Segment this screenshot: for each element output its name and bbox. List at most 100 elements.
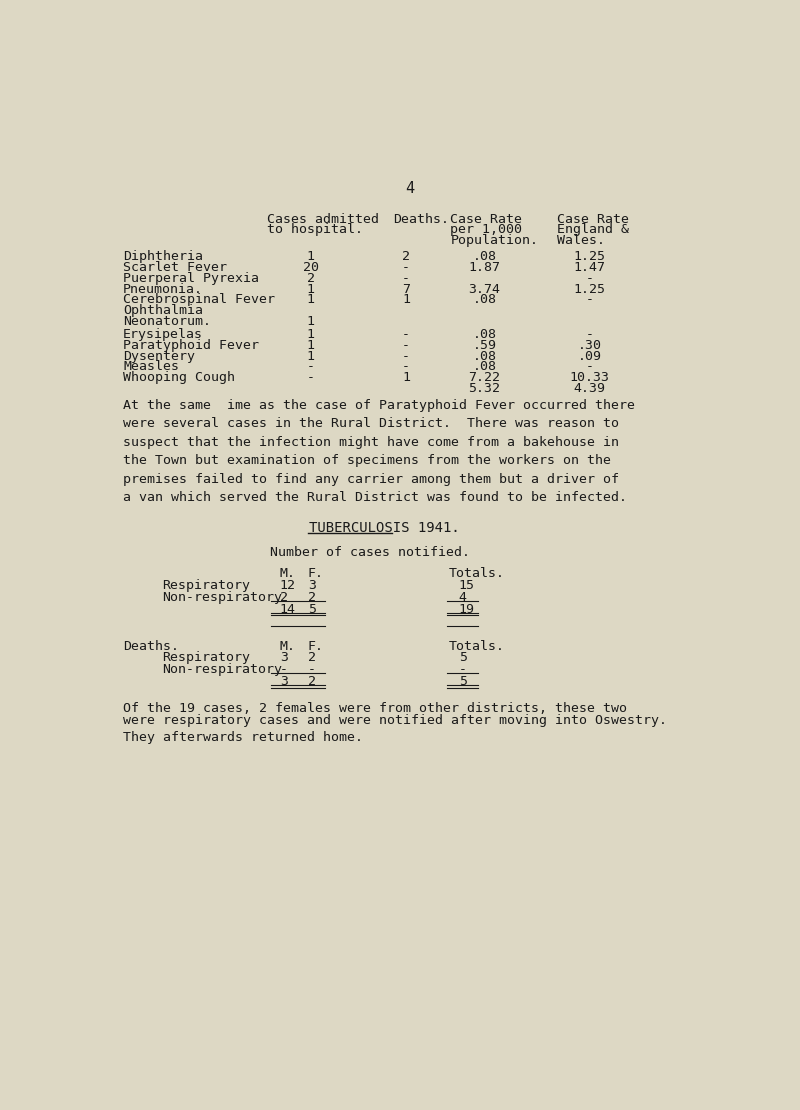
- Text: -: -: [307, 361, 315, 373]
- Text: Whooping Cough: Whooping Cough: [123, 371, 235, 384]
- Text: 1: 1: [307, 293, 315, 306]
- Text: -: -: [402, 350, 410, 363]
- Text: 1: 1: [307, 350, 315, 363]
- Text: 15: 15: [459, 579, 475, 592]
- Text: a van which served the Rural District was found to be infected.: a van which served the Rural District wa…: [123, 492, 627, 504]
- Text: -: -: [402, 261, 410, 274]
- Text: 3: 3: [280, 675, 288, 688]
- Text: 5: 5: [308, 603, 316, 616]
- Text: 1: 1: [402, 293, 410, 306]
- Text: 5.32: 5.32: [469, 382, 501, 395]
- Text: -: -: [586, 329, 594, 341]
- Text: 14: 14: [280, 603, 296, 616]
- Text: Diphtheria: Diphtheria: [123, 250, 203, 263]
- Text: 1.25: 1.25: [574, 250, 606, 263]
- Text: 1: 1: [307, 315, 315, 327]
- Text: 4.39: 4.39: [574, 382, 606, 395]
- Text: 2: 2: [307, 272, 315, 285]
- Text: 3: 3: [280, 652, 288, 665]
- Text: were several cases in the Rural District.  There was reason to: were several cases in the Rural District…: [123, 417, 619, 431]
- Text: -: -: [586, 293, 594, 306]
- Text: -: -: [308, 663, 316, 676]
- Text: 2: 2: [280, 591, 288, 604]
- Text: Population.: Population.: [450, 234, 538, 248]
- Text: Dysentery: Dysentery: [123, 350, 195, 363]
- Text: 1: 1: [307, 339, 315, 352]
- Text: 1: 1: [307, 283, 315, 295]
- Text: 12: 12: [280, 579, 296, 592]
- Text: 1.25: 1.25: [574, 283, 606, 295]
- Text: 2: 2: [308, 652, 316, 665]
- Text: Puerperal Pyrexia: Puerperal Pyrexia: [123, 272, 259, 285]
- Text: At the same  ime as the case of Paratyphoid Fever occurred there: At the same ime as the case of Paratypho…: [123, 398, 635, 412]
- Text: .59: .59: [472, 339, 496, 352]
- Text: -: -: [402, 339, 410, 352]
- Text: Wales.: Wales.: [558, 234, 606, 248]
- Text: -: -: [402, 329, 410, 341]
- Text: Non-respiratory: Non-respiratory: [162, 663, 282, 676]
- Text: Deaths.: Deaths.: [393, 212, 449, 225]
- Text: Respiratory: Respiratory: [162, 652, 250, 665]
- Text: 4: 4: [406, 181, 414, 196]
- Text: Number of cases notified.: Number of cases notified.: [270, 546, 470, 559]
- Text: -: -: [402, 361, 410, 373]
- Text: -: -: [307, 371, 315, 384]
- Text: Of the 19 cases, 2 females were from other districts, these two: Of the 19 cases, 2 females were from oth…: [123, 703, 627, 715]
- Text: Deaths.: Deaths.: [123, 639, 179, 653]
- Text: Respiratory: Respiratory: [162, 579, 250, 592]
- Text: Cases admitted: Cases admitted: [266, 212, 378, 225]
- Text: 10.33: 10.33: [570, 371, 610, 384]
- Text: 1.47: 1.47: [574, 261, 606, 274]
- Text: F.: F.: [308, 639, 324, 653]
- Text: 7: 7: [402, 283, 410, 295]
- Text: per 1,000: per 1,000: [450, 223, 522, 236]
- Text: .08: .08: [472, 329, 496, 341]
- Text: Non-respiratory: Non-respiratory: [162, 591, 282, 604]
- Text: 4: 4: [459, 591, 467, 604]
- Text: .09: .09: [578, 350, 602, 363]
- Text: TUBERCULOSIS 1941.: TUBERCULOSIS 1941.: [310, 522, 460, 535]
- Text: Totals.: Totals.: [449, 567, 505, 581]
- Text: .08: .08: [472, 293, 496, 306]
- Text: 3: 3: [308, 579, 316, 592]
- Text: .30: .30: [578, 339, 602, 352]
- Text: 19: 19: [459, 603, 475, 616]
- Text: 7.22: 7.22: [469, 371, 501, 384]
- Text: .08: .08: [472, 250, 496, 263]
- Text: 1.87: 1.87: [469, 261, 501, 274]
- Text: Scarlet Fever: Scarlet Fever: [123, 261, 227, 274]
- Text: Erysipelas: Erysipelas: [123, 329, 203, 341]
- Text: They afterwards returned home.: They afterwards returned home.: [123, 731, 363, 745]
- Text: were respiratory cases and were notified after moving into Oswestry.: were respiratory cases and were notified…: [123, 714, 667, 727]
- Text: -: -: [586, 361, 594, 373]
- Text: Paratyphoid Fever: Paratyphoid Fever: [123, 339, 259, 352]
- Text: M.: M.: [280, 639, 296, 653]
- Text: -: -: [586, 272, 594, 285]
- Text: .08: .08: [472, 361, 496, 373]
- Text: 3.74: 3.74: [469, 283, 501, 295]
- Text: 2: 2: [308, 591, 316, 604]
- Text: Ophthalmia: Ophthalmia: [123, 304, 203, 317]
- Text: .08: .08: [472, 350, 496, 363]
- Text: the Town but examination of specimens from the workers on the: the Town but examination of specimens fr…: [123, 454, 611, 467]
- Text: 2: 2: [308, 675, 316, 688]
- Text: -: -: [459, 663, 467, 676]
- Text: Neonatorum.: Neonatorum.: [123, 315, 211, 327]
- Text: -: -: [402, 272, 410, 285]
- Text: Pneumonia.: Pneumonia.: [123, 283, 203, 295]
- Text: F.: F.: [308, 567, 324, 581]
- Text: 1: 1: [307, 250, 315, 263]
- Text: 5: 5: [459, 675, 467, 688]
- Text: premises failed to find any carrier among them but a driver of: premises failed to find any carrier amon…: [123, 473, 619, 486]
- Text: England &: England &: [558, 223, 630, 236]
- Text: suspect that the infection might have come from a bakehouse in: suspect that the infection might have co…: [123, 436, 619, 448]
- Text: to hospital.: to hospital.: [266, 223, 362, 236]
- Text: 5: 5: [459, 652, 467, 665]
- Text: 1: 1: [307, 329, 315, 341]
- Text: M.: M.: [280, 567, 296, 581]
- Text: 1: 1: [402, 371, 410, 384]
- Text: 2: 2: [402, 250, 410, 263]
- Text: Totals.: Totals.: [449, 639, 505, 653]
- Text: Measles: Measles: [123, 361, 179, 373]
- Text: Case Rate: Case Rate: [450, 212, 522, 225]
